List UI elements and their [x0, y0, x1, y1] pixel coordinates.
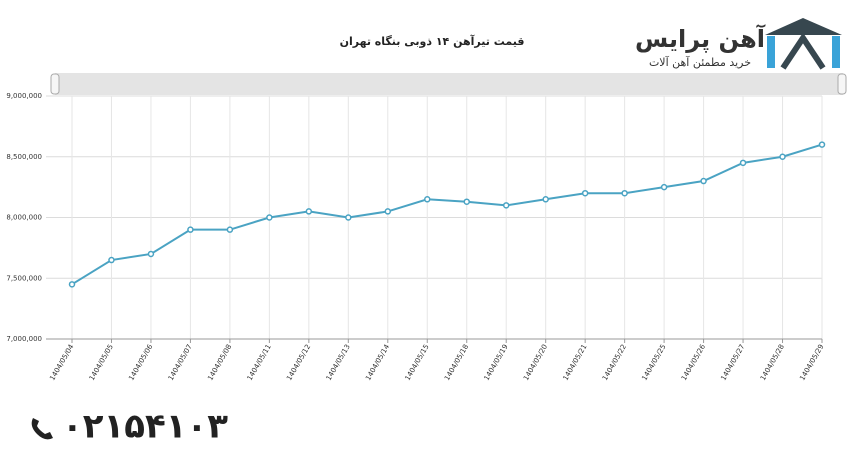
point — [266, 214, 273, 221]
logo: آهن پرایس خرید مطمئن آهن آلات — [635, 18, 842, 70]
phone-number: ۰۲۱۵۴۱۰۳ — [62, 407, 228, 447]
point — [226, 226, 234, 233]
y-tick-label: 7,500,000 — [6, 274, 42, 282]
point — [581, 189, 589, 197]
y-tick-label: 9,000,000 — [6, 92, 42, 100]
y-tick-label: 7,000,000 — [6, 335, 42, 343]
point — [660, 183, 668, 191]
point — [424, 196, 431, 203]
point — [502, 202, 510, 209]
point — [542, 196, 549, 203]
point — [700, 177, 707, 185]
logo-tagline: خرید مطمئن آهن آلات — [649, 55, 751, 69]
point — [345, 214, 352, 221]
line — [71, 143, 823, 286]
y-tick-label: 8,000,000 — [6, 214, 42, 222]
logo-name: آهن پرایس — [635, 24, 766, 53]
logo-pillar — [767, 36, 775, 68]
y-tick-label: 8,500,000 — [6, 153, 42, 161]
point — [187, 226, 194, 233]
phone-icon — [31, 418, 53, 440]
point — [779, 153, 786, 160]
range-slider[interactable] — [55, 73, 843, 95]
logo-pillar — [832, 36, 840, 68]
phone-block: ۰۲۱۵۴۱۰۳ — [31, 407, 228, 447]
slider-handle[interactable] — [837, 73, 847, 95]
point — [739, 159, 747, 167]
point — [384, 208, 392, 215]
point — [818, 141, 826, 148]
logo-arch — [780, 32, 826, 70]
logo-roof — [765, 18, 842, 35]
point — [463, 198, 470, 205]
chart-title: قیمت تیرآهن ۱۴ ذوبی بنگاه تهران — [340, 34, 525, 48]
point — [68, 281, 76, 288]
slider-handle[interactable] — [50, 73, 60, 95]
point — [621, 189, 628, 197]
point — [305, 208, 313, 215]
point — [147, 250, 155, 258]
point — [108, 256, 115, 264]
